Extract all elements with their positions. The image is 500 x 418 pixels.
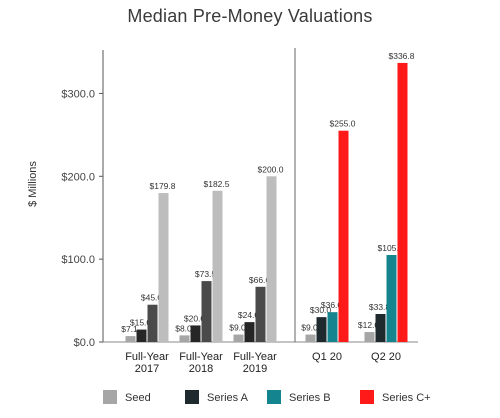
data-label: $179.8	[150, 181, 176, 191]
legend-swatch-series-a	[185, 390, 199, 404]
x-category-label: Q2 20	[371, 351, 401, 363]
data-label: $36.0	[321, 300, 343, 310]
y-tick-label: $300.0	[61, 88, 95, 100]
bar-series-b-2	[201, 281, 212, 342]
data-label: $33.8	[369, 302, 391, 312]
bar-series-b-4	[327, 312, 338, 342]
bar-series-a-2	[190, 325, 201, 342]
legend-label: Seed	[125, 392, 151, 404]
bar-series-b-5	[386, 255, 397, 342]
legend-swatch-seed	[103, 390, 117, 404]
y-tick-label: $0.0	[74, 337, 95, 349]
x-category-label: Q1 20	[312, 351, 342, 363]
x-category-label: Full-Year	[179, 351, 223, 363]
data-label: $105.0	[378, 243, 404, 253]
legend-swatch-series-c-	[360, 390, 374, 404]
bar-series-b-1	[147, 304, 158, 342]
bar-series-a-5	[375, 313, 386, 342]
data-label: $45.0	[141, 293, 163, 303]
data-label: $12.0	[358, 320, 380, 330]
bar-series-c--1	[158, 193, 169, 342]
x-category-label: 2019	[243, 363, 267, 375]
legend-label: Series B	[289, 392, 331, 404]
data-label: $9.0	[229, 323, 246, 333]
bar-series-c--2	[212, 190, 223, 342]
data-label: $336.8	[389, 51, 415, 61]
bar-series-c--5	[397, 62, 408, 343]
x-category-label: Full-Year	[233, 351, 277, 363]
bar-seed-4	[305, 334, 316, 342]
data-label: $20.0	[184, 313, 206, 323]
data-label: $30.0	[310, 305, 332, 315]
y-axis-label: $ Millions	[27, 161, 39, 207]
x-category-label: 2017	[135, 363, 159, 375]
data-label: $255.0	[330, 119, 356, 129]
legend-swatch-series-b	[267, 390, 281, 404]
data-label: $15.0	[130, 318, 152, 328]
bar-seed-5	[364, 332, 375, 342]
y-tick-label: $200.0	[61, 171, 95, 183]
bar-seed-3	[233, 334, 244, 342]
bar-series-b-3	[255, 286, 266, 342]
data-label: $7.1	[121, 324, 138, 334]
bar-seed-1	[125, 336, 136, 342]
data-label: $8.0	[175, 323, 192, 333]
bar-series-c--4	[338, 130, 349, 342]
data-label: $9.0	[301, 323, 318, 333]
data-label: $66.6	[249, 275, 271, 285]
data-label: $73.5	[195, 269, 217, 279]
data-label: $182.5	[204, 179, 230, 189]
legend-label: Series C+	[382, 392, 431, 404]
chart-title: Median Pre-Money Valuations	[127, 6, 373, 26]
bar-series-c--3	[266, 176, 277, 342]
y-tick-label: $100.0	[61, 254, 95, 266]
bar-series-a-3	[244, 322, 255, 342]
x-category-label: Full-Year	[125, 351, 169, 363]
bar-series-a-4	[316, 317, 327, 342]
x-category-label: 2018	[189, 363, 213, 375]
data-label: $24.0	[238, 310, 260, 320]
bar-series-a-1	[136, 329, 147, 342]
data-label: $200.0	[258, 164, 284, 174]
bar-seed-2	[179, 335, 190, 342]
legend-label: Series A	[207, 392, 249, 404]
